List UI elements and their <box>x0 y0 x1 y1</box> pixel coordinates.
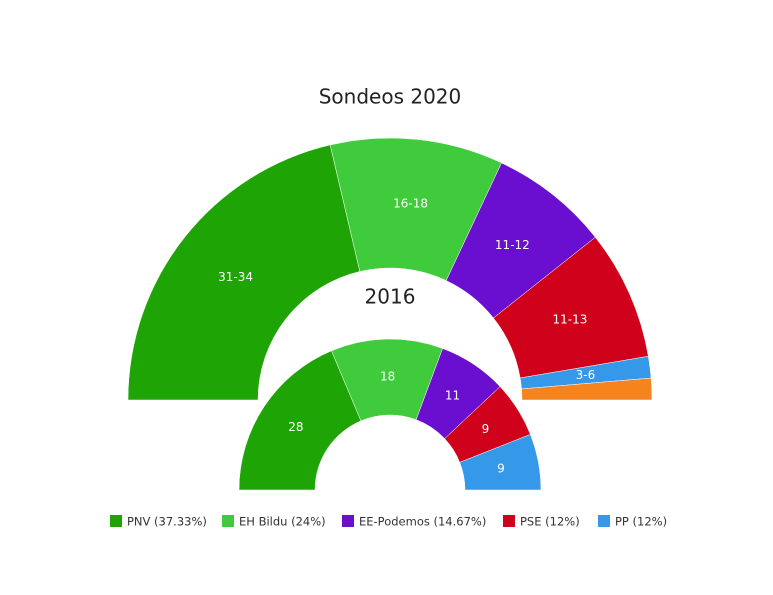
segment-label: 28 <box>288 420 303 434</box>
legend-label: PSE (12%) <box>520 515 580 529</box>
legend-swatch <box>222 515 234 527</box>
legend-label: EH Bildu (24%) <box>239 515 326 529</box>
segment-label: 11-13 <box>553 312 588 326</box>
segment-label: 9 <box>482 422 490 436</box>
segment-label: 31-34 <box>218 270 253 284</box>
segment <box>238 350 362 491</box>
segment-label: 9 <box>497 461 505 475</box>
segment-label: 3-6 <box>576 368 596 382</box>
legend-swatch <box>342 515 354 527</box>
legend-swatch <box>503 515 515 527</box>
legend-label: PP (12%) <box>615 515 667 529</box>
segment <box>459 434 542 491</box>
legend-swatch <box>598 515 610 527</box>
legend-swatch <box>110 515 122 527</box>
chart-title: Sondeos 2020 <box>319 85 462 109</box>
legend-label: EE-Podemos (14.67%) <box>359 515 486 529</box>
segment-label: 16-18 <box>393 197 428 211</box>
segment <box>521 377 653 401</box>
segment-label: 18 <box>380 370 395 384</box>
segment-label: 11-12 <box>495 238 530 252</box>
segment <box>127 144 361 401</box>
segment-label: 11 <box>445 388 460 402</box>
legend-label: PNV (37.33%) <box>127 515 207 529</box>
inner-title: 2016 <box>365 285 416 309</box>
